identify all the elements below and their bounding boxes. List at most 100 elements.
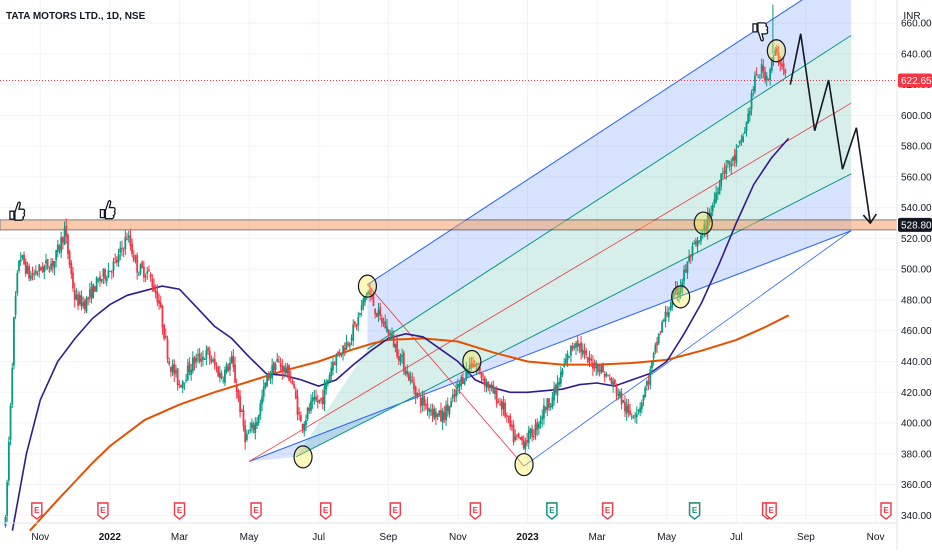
candle-body <box>602 363 604 373</box>
candle-body <box>215 366 218 368</box>
candle-body <box>88 289 91 298</box>
candle-body <box>325 381 328 390</box>
candle-body <box>576 340 579 347</box>
price-tick-label: 660.00 <box>901 19 932 30</box>
candle-body <box>585 350 588 355</box>
event-markers: EEEEEEEEEEEEEEE <box>31 502 892 520</box>
candle-body <box>83 300 86 310</box>
candle-body <box>492 384 495 394</box>
candle-body <box>625 406 628 414</box>
candle-body <box>193 357 196 364</box>
candle-body <box>210 359 213 363</box>
candle-body <box>774 50 777 56</box>
candle-body <box>718 186 721 195</box>
candle-body <box>43 265 46 273</box>
candle-body <box>487 381 490 389</box>
candle-body <box>149 273 152 278</box>
time-tick-label: 2022 <box>99 532 122 543</box>
candle-body <box>414 386 417 398</box>
candle-body <box>190 369 193 375</box>
candle-body <box>308 407 311 411</box>
candle-body <box>463 379 466 384</box>
price-level-label: 528.80 <box>901 220 932 231</box>
earnings-marker-icon <box>31 502 43 520</box>
channel-fill-upper <box>367 0 852 350</box>
candle-body <box>269 375 272 379</box>
candle-body <box>176 368 179 386</box>
pivot-circle <box>671 285 691 309</box>
candle-body <box>112 261 115 271</box>
price-tick-label: 400.00 <box>901 419 932 430</box>
candle-body <box>473 363 476 367</box>
candle-body <box>708 212 711 221</box>
candle-body <box>651 361 653 369</box>
candle-body <box>406 370 409 375</box>
candle-body <box>694 241 697 245</box>
earnings-marker-letter: E <box>323 506 329 515</box>
candle-body <box>29 275 32 280</box>
candle-body <box>28 266 31 279</box>
candle-body <box>784 68 787 74</box>
candle-body <box>529 428 532 433</box>
candle-body <box>593 366 596 369</box>
candle-body <box>359 312 361 315</box>
candlesticks <box>4 4 787 528</box>
candle-body <box>41 267 44 272</box>
candle-body <box>657 333 660 344</box>
candle-body <box>222 380 225 382</box>
candle-body <box>142 266 145 278</box>
candle-body <box>548 398 550 408</box>
candle-body <box>605 373 608 376</box>
candle-body <box>489 384 491 389</box>
candle-body <box>141 261 144 268</box>
candle-body <box>99 276 101 281</box>
candle-body <box>450 401 452 408</box>
candle-body <box>240 411 243 413</box>
candle-body <box>18 261 20 271</box>
candle-body <box>306 408 309 419</box>
earnings-marker-letter: E <box>177 506 183 515</box>
candle-body <box>122 249 125 251</box>
candle-body <box>610 378 613 384</box>
earnings-marker-icon <box>880 502 892 520</box>
candle-body <box>33 273 36 275</box>
candle-body <box>732 157 734 161</box>
candle-body <box>281 366 284 373</box>
candle-body <box>61 237 64 243</box>
candle-body <box>220 373 223 379</box>
candle-body <box>526 440 528 443</box>
candle-body <box>185 379 187 381</box>
candle-body <box>446 404 449 412</box>
candle-body <box>544 407 547 411</box>
candle-body <box>11 368 14 405</box>
time-tick-label: May <box>240 532 259 543</box>
earnings-marker-icon <box>765 502 777 520</box>
candle-body <box>499 403 501 405</box>
candle-body <box>441 410 444 423</box>
candle-body <box>772 56 775 60</box>
candle-body <box>561 369 564 375</box>
candle-body <box>755 73 758 76</box>
candle-body <box>151 278 154 288</box>
candle-body <box>549 406 552 408</box>
candle-body <box>465 368 468 380</box>
time-tick-label: Nov <box>449 532 467 543</box>
candle-body <box>392 335 395 347</box>
candle-body <box>299 415 302 422</box>
candle-body <box>311 397 314 402</box>
candle-body <box>654 344 657 352</box>
candle-body <box>683 269 685 282</box>
candle-body <box>781 64 783 67</box>
thumbs-up-icon <box>9 201 26 221</box>
candle-body <box>723 170 726 173</box>
candle-body <box>200 358 203 362</box>
candle-body <box>497 401 500 403</box>
candle-body <box>40 267 42 271</box>
candle-body <box>566 354 569 361</box>
candle-body <box>328 375 331 382</box>
price-tick-label: 480.00 <box>901 295 932 306</box>
candle-body <box>752 88 755 91</box>
candle-body <box>224 369 226 383</box>
